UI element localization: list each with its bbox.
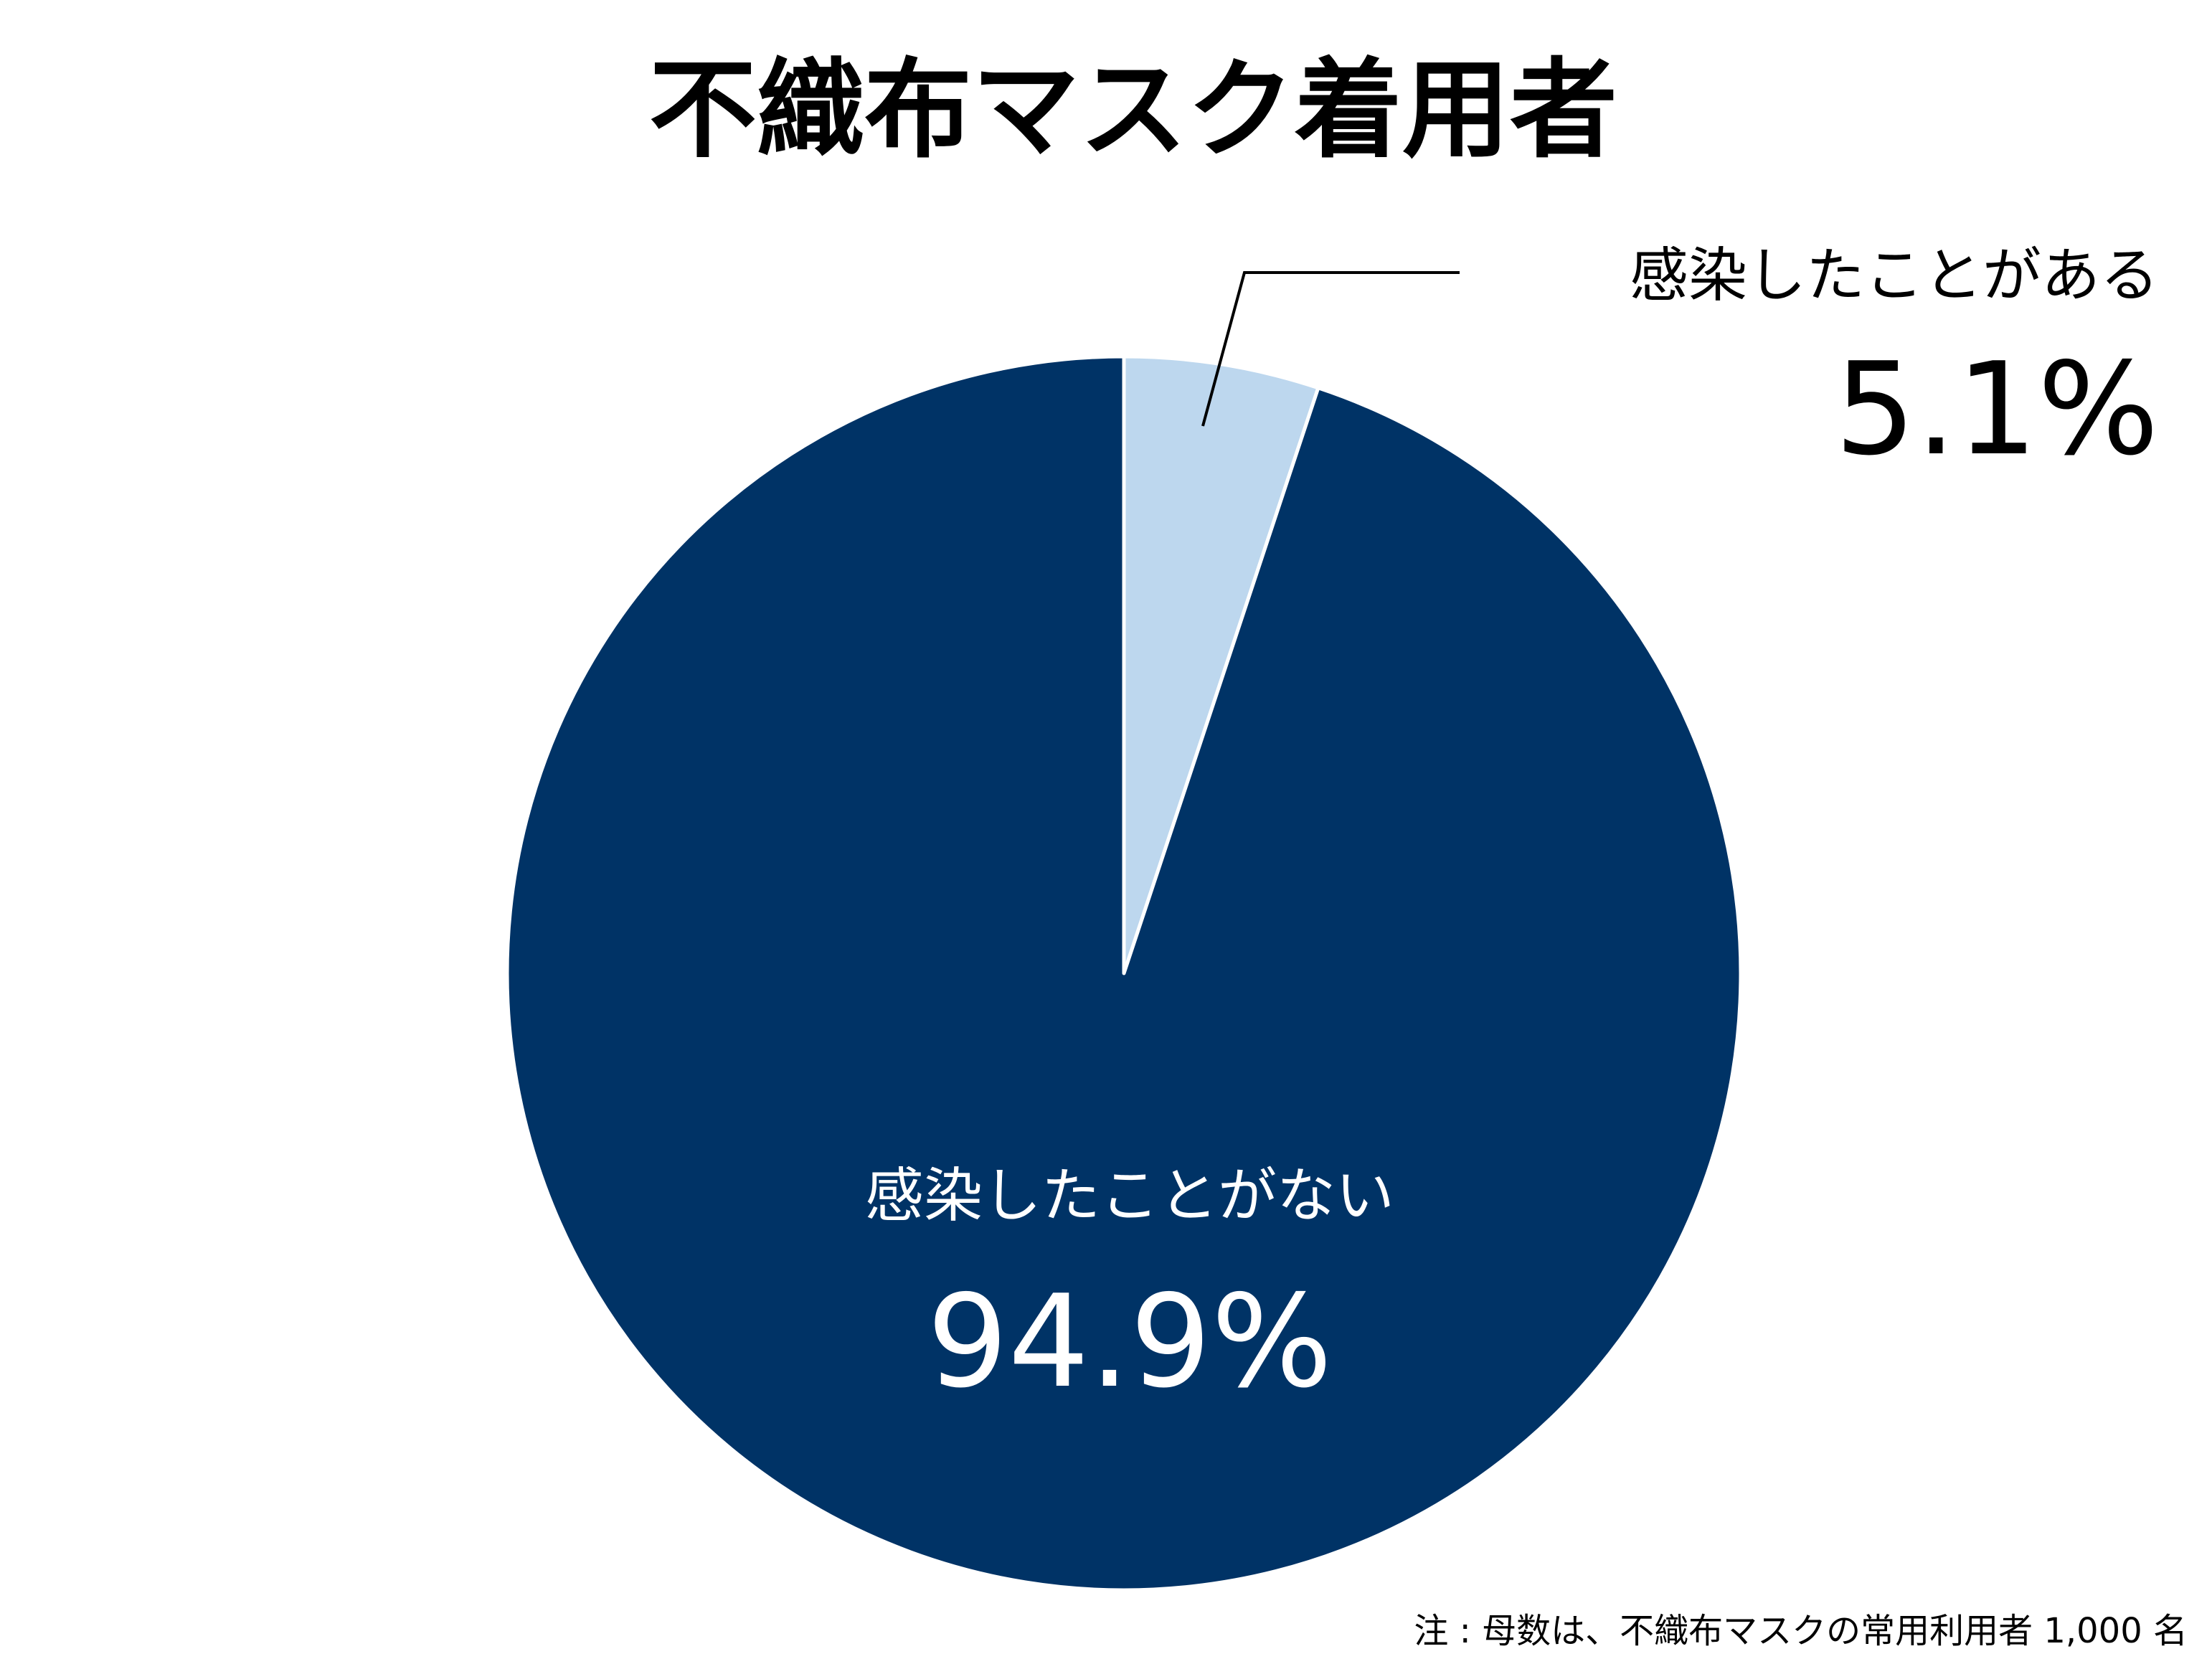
slice-value-infected: 5.1%: [1835, 335, 2159, 483]
pie-slice-not-infected: [505, 354, 1743, 1592]
footnote: 注 : 母数は、不織布マスクの常用利用者 1,000 名: [1414, 1611, 2188, 1651]
slice-label-not-infected: 感染したことがない: [865, 1162, 1394, 1230]
pie-slice-infected: [1122, 354, 1320, 975]
slice-label-infected: 感染したことがある: [1630, 242, 2159, 310]
chart-title: 不織布マスク着用者: [649, 48, 1617, 173]
leader-line: [1201, 271, 1460, 427]
pie-slices: [505, 354, 1743, 1592]
slice-value-not-infected: 94.9%: [927, 1267, 1332, 1416]
